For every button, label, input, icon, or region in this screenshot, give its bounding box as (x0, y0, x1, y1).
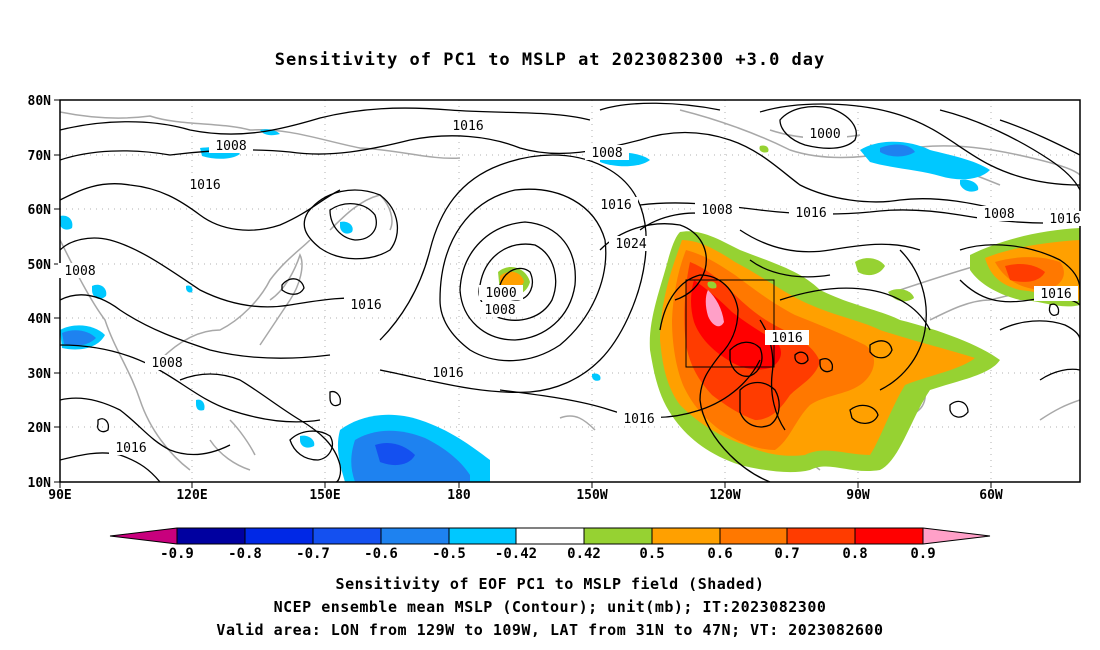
colorbar-label: -0.9 (160, 546, 194, 562)
lon-label: 150W (576, 488, 607, 503)
lat-label: 70N (28, 149, 52, 164)
svg-text:1016: 1016 (115, 441, 146, 456)
caption-shaded: Sensitivity of EOF PC1 to MSLP field (Sh… (335, 575, 765, 593)
axis-ticks (54, 99, 992, 488)
lat-label: 10N (28, 476, 52, 491)
colorbar-label: -0.7 (296, 546, 330, 562)
colorbar-swatch (449, 528, 516, 544)
svg-text:1008: 1008 (701, 203, 732, 218)
contour-label: 1016 (109, 440, 153, 456)
contour-label: 1016 (344, 297, 388, 313)
svg-text:1016: 1016 (452, 119, 483, 134)
svg-text:1016: 1016 (795, 206, 826, 221)
svg-text:1016: 1016 (623, 412, 654, 427)
svg-text:1016: 1016 (600, 198, 631, 213)
svg-text:1000: 1000 (809, 127, 840, 142)
colorbar-label: -0.6 (364, 546, 398, 562)
lon-label: 90E (48, 488, 71, 503)
colorbar-label: -0.8 (228, 546, 262, 562)
contour-label: 1008 (145, 355, 189, 371)
colorbar-label: -0.5 (432, 546, 466, 562)
svg-text:1016: 1016 (771, 331, 802, 346)
svg-text:1008: 1008 (151, 356, 182, 371)
contour-label: 1016 (765, 330, 809, 346)
colorbar-swatch (720, 528, 787, 544)
svg-text:1016: 1016 (1049, 212, 1080, 227)
colorbar-swatch (313, 528, 381, 544)
caption-contour: NCEP ensemble mean MSLP (Contour); unit(… (273, 598, 827, 616)
colorbar-label: 0.5 (639, 546, 664, 562)
svg-text:1008: 1008 (64, 264, 95, 279)
lon-label: 120W (709, 488, 740, 503)
lat-label: 40N (28, 312, 52, 327)
plot-frame (59, 99, 1081, 483)
colorbar-swatch (652, 528, 720, 544)
svg-text:1008: 1008 (983, 207, 1014, 222)
lon-label: 150E (309, 488, 340, 503)
lat-label: 50N (28, 258, 52, 273)
lon-label: 90W (846, 488, 870, 503)
svg-text:1008: 1008 (215, 139, 246, 154)
contour-label: 1000 (803, 126, 847, 142)
lat-label: 80N (28, 94, 52, 109)
svg-text:1016: 1016 (350, 298, 381, 313)
lat-label: 20N (28, 421, 52, 436)
longitude-labels: 90E 120E 150E 180 150W 120W 90W 60W (48, 488, 1003, 503)
colorbar-swatch (787, 528, 855, 544)
svg-text:1016: 1016 (189, 178, 220, 193)
valid-area-box (685, 279, 775, 368)
colorbar-swatch-pos-extend (923, 528, 990, 544)
lon-label: 60W (979, 488, 1003, 503)
contour-label: 1008 (209, 138, 253, 154)
map-title: Sensitivity of PC1 to MSLP at 2023082300… (274, 50, 826, 70)
contour-labels: 1016 1008 1016 1008 1000 1008 1016 1008 … (58, 118, 1087, 456)
contour-label: 1008 (585, 145, 629, 161)
contour-label: 1016 (446, 118, 490, 134)
contour-label: 1024 (609, 236, 653, 252)
lat-label: 30N (28, 367, 52, 382)
colorbar-label: 0.6 (707, 546, 732, 562)
svg-text:1008: 1008 (591, 146, 622, 161)
colorbar: -0.9 -0.8 -0.7 -0.6 -0.5 -0.42 0.42 0.5 … (109, 527, 991, 562)
contour-label: 1016 (594, 197, 638, 213)
caption-valid-area: Valid area: LON from 129W to 109W, LAT f… (216, 621, 884, 639)
contour-label: 1008 (695, 202, 739, 218)
contour-label: 1016 (1043, 211, 1087, 227)
contour-label: 1016 (183, 177, 227, 193)
contour-label: 1000 (479, 285, 523, 301)
svg-text:1016: 1016 (432, 366, 463, 381)
contour-label: 1016 (789, 205, 833, 221)
contour-label: 1016 (617, 411, 661, 427)
svg-text:1016: 1016 (1040, 287, 1071, 302)
colorbar-swatch (177, 528, 245, 544)
contour-label: 1016 (1034, 286, 1078, 302)
colorbar-label: 0.7 (774, 546, 799, 562)
latitude-labels: 80N 70N 60N 50N 40N 30N 20N 10N (28, 94, 52, 491)
contour-label: 1008 (478, 302, 522, 318)
colorbar-swatch (855, 528, 923, 544)
svg-text:1008: 1008 (484, 303, 515, 318)
colorbar-label: -0.42 (495, 546, 537, 562)
contour-label: 1008 (977, 206, 1021, 222)
svg-text:1024: 1024 (615, 237, 646, 252)
lat-label: 60N (28, 203, 52, 218)
lon-label: 120E (176, 488, 207, 503)
svg-text:1000: 1000 (485, 286, 516, 301)
colorbar-swatch (245, 528, 313, 544)
colorbar-label: 0.8 (842, 546, 867, 562)
colorbar-swatch (381, 528, 449, 544)
contour-label: 1008 (58, 263, 102, 279)
colorbar-swatch (516, 528, 584, 544)
colorbar-label: 0.9 (910, 546, 935, 562)
contour-label: 1016 (426, 365, 470, 381)
colorbar-label: 0.42 (567, 546, 601, 562)
colorbar-swatch-neg-extend (110, 528, 177, 544)
colorbar-swatch (584, 528, 652, 544)
lon-label: 180 (447, 488, 471, 503)
